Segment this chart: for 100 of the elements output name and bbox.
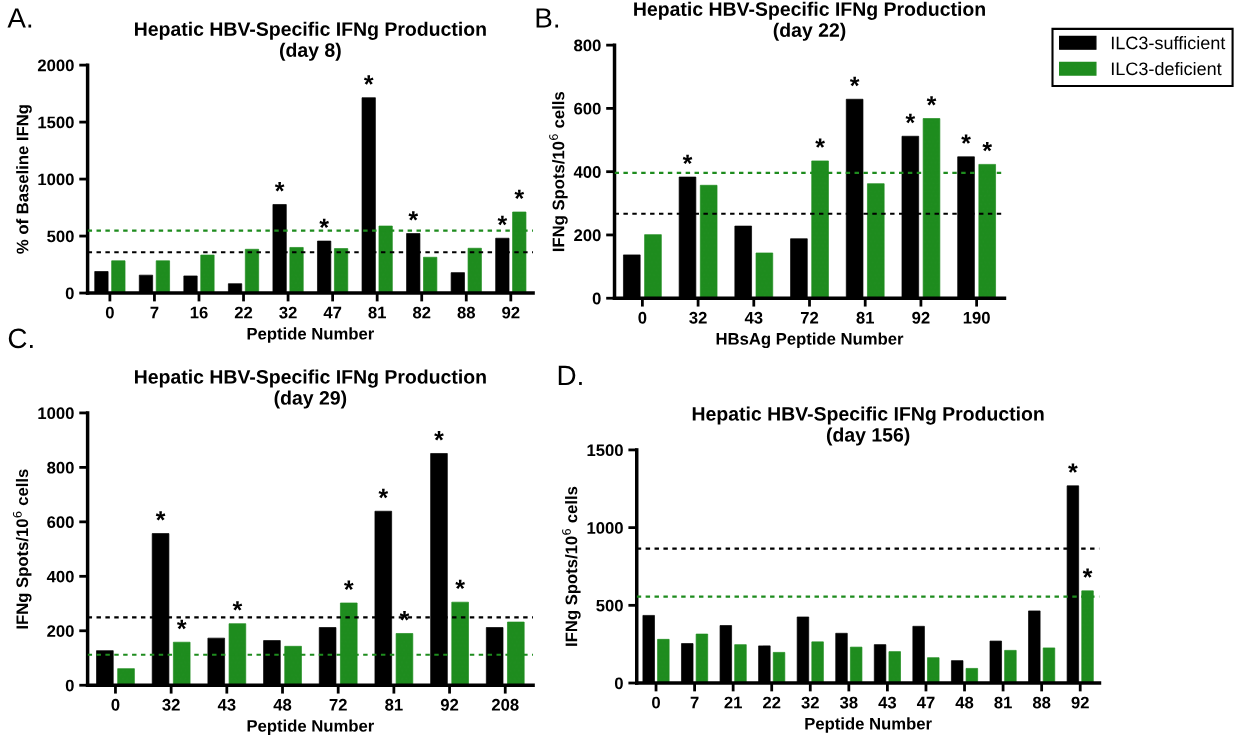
x-tick-label: 92 (912, 311, 930, 324)
x-tick-label: 0 (111, 698, 120, 711)
y-axis-title: % of Baseline IFNg (16, 105, 32, 254)
x-tick-label: 38 (839, 696, 858, 709)
chart-title: Hepatic HBV-Specific IFNg Production (day 22) (634, 1, 985, 41)
bar (734, 644, 747, 684)
y-tick-label: 1000 (38, 173, 74, 186)
text: D. (558, 365, 582, 385)
annotation: * (455, 579, 465, 590)
bar (888, 651, 901, 684)
chart-title: Hepatic HBV-Specific IFNg Production (day 156) (692, 406, 1044, 446)
x-tick-label: 47 (916, 696, 935, 709)
x-tick-label: 43 (217, 698, 236, 711)
bar (811, 641, 824, 684)
x-tick-label: 190 (963, 311, 990, 324)
y-axis-title: IFNg Spots/10$^{6}$ cells (549, 92, 568, 252)
x-tick-label: 32 (162, 698, 180, 711)
y-tick-label: 500 (596, 599, 623, 612)
y-tick-label: 500 (47, 230, 74, 243)
bar (867, 183, 885, 299)
y-tick-label: 1500 (38, 116, 74, 129)
x-tick-label: 92 (440, 698, 459, 711)
x-tick-label: 82 (412, 306, 431, 319)
bar (289, 247, 304, 294)
y-tick-label: 800 (574, 39, 601, 52)
x-tick-label: 88 (1032, 696, 1051, 709)
annotation: * (926, 96, 937, 106)
x-tick-label: 7 (690, 696, 699, 709)
y-tick-label: 400 (46, 570, 74, 583)
x-axis-title: Peptide Number (805, 717, 932, 733)
bar (965, 668, 978, 684)
text: A. (7, 8, 32, 28)
x-tick-label: 0 (105, 306, 114, 319)
annotation: * (849, 76, 860, 87)
annotation: * (682, 154, 693, 164)
bar (927, 657, 940, 684)
annotation: * (399, 611, 410, 621)
x-tick-label: 208 (491, 698, 519, 711)
legend-label: ILC3-sufficient (1111, 36, 1226, 50)
x-tick-label: 92 (1071, 696, 1089, 709)
x-tick-label: 88 (457, 306, 476, 319)
bar (334, 248, 349, 294)
annotation: * (408, 211, 419, 221)
chart-title: Hepatic HBV-Specific IFNg Production (day 29) (135, 369, 486, 409)
annotation: * (274, 182, 285, 192)
x-tick-label: 22 (763, 696, 781, 709)
x-axis-title: Peptide Number (247, 327, 374, 343)
bar (699, 184, 718, 299)
bar (1004, 650, 1017, 684)
bar (111, 260, 126, 294)
y-tick-label: 0 (592, 292, 601, 305)
y-tick-label: 0 (614, 677, 623, 690)
annotation: * (514, 189, 525, 199)
y-tick-label: 0 (65, 679, 74, 692)
bar (244, 248, 260, 294)
y-axis-title: IFNg Spots/10$^{6}$ cells (562, 486, 581, 646)
bar (695, 633, 709, 684)
y-tick-label: 2000 (37, 59, 74, 72)
annotation: * (155, 511, 166, 521)
annotation: * (378, 488, 389, 499)
bar (657, 639, 670, 684)
x-tick-label: 22 (234, 306, 253, 319)
x-tick-label: 21 (724, 696, 742, 709)
x-tick-label: 81 (994, 696, 1012, 709)
x-tick-label: 32 (689, 311, 707, 324)
bar (467, 247, 482, 294)
annotation: * (905, 113, 916, 124)
x-tick-label: 0 (652, 696, 660, 709)
x-tick-label: 43 (878, 696, 897, 709)
x-tick-label: 81 (368, 306, 386, 319)
bar (200, 254, 215, 294)
bar (755, 252, 774, 299)
x-tick-label: 43 (744, 311, 763, 324)
y-tick-label: 1000 (38, 407, 74, 420)
bar (155, 260, 170, 294)
bar (1042, 647, 1056, 684)
text: B. (536, 8, 559, 28)
x-tick-label: 47 (323, 306, 342, 319)
y-tick-label: 400 (573, 166, 601, 178)
x-tick-label: 7 (150, 306, 159, 319)
bar (117, 668, 135, 686)
annotation: * (343, 580, 354, 590)
chart-title: Hepatic HBV-Specific IFNg Production (day 8) (135, 21, 486, 61)
x-tick-label: 92 (502, 306, 520, 319)
annotation: * (982, 142, 993, 152)
x-tick-label: 81 (856, 311, 875, 324)
y-tick-label: 200 (574, 229, 601, 242)
annotation: * (815, 138, 825, 148)
text: C. (8, 328, 33, 349)
annotation: * (1068, 463, 1078, 473)
annotation: * (363, 75, 374, 85)
annotation: * (232, 601, 243, 611)
x-tick-label: 0 (638, 311, 647, 324)
annotation: * (176, 619, 187, 630)
y-tick-label: 600 (574, 102, 601, 115)
bar (644, 234, 662, 299)
annotation: * (434, 431, 444, 441)
x-tick-label: 81 (385, 698, 403, 711)
y-tick-label: 1500 (587, 444, 623, 457)
x-tick-label: 32 (801, 696, 819, 709)
